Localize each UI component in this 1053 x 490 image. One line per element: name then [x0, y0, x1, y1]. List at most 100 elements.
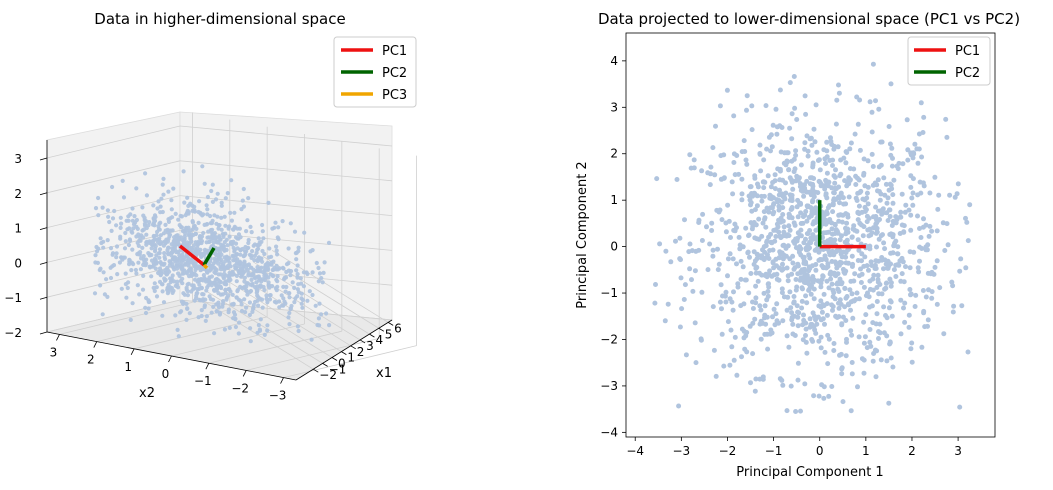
scatter-point-3d [299, 301, 304, 306]
scatter-point-3d [179, 309, 184, 314]
scatter-point-3d [172, 279, 177, 284]
scatter-point [757, 142, 763, 148]
scatter-point-3d [205, 278, 211, 283]
scatter-point [763, 224, 769, 230]
scatter-point-3d [234, 295, 239, 300]
scatter-point-3d [187, 311, 192, 316]
scatter-point [869, 129, 875, 135]
scatter-point-3d [228, 277, 233, 282]
x-axis-label-2d: Principal Component 1 [736, 465, 883, 480]
scatter-point [777, 168, 783, 174]
scatter-point-3d [282, 275, 287, 280]
scatter-point-3d [213, 277, 218, 282]
scatter-point-3d [204, 203, 209, 208]
scatter-point [910, 155, 916, 161]
scatter-point [789, 310, 795, 316]
scatter-point [758, 307, 764, 313]
scatter-point-3d [295, 272, 300, 277]
scatter-point [877, 282, 883, 287]
scatter-point-3d [228, 210, 233, 215]
scatter-point [810, 236, 816, 242]
scatter-point-3d [181, 301, 186, 306]
scatter-point [746, 290, 752, 296]
scatter-point-3d [254, 250, 259, 255]
scatter-point-3d [255, 265, 260, 270]
scatter-point-3d [146, 299, 151, 305]
scatter-point [759, 198, 765, 204]
scatter-point-3d [124, 295, 129, 300]
scatter-point [898, 257, 904, 263]
scatter-point [838, 251, 844, 257]
scatter-point-3d [121, 255, 126, 260]
scatter-point [909, 359, 915, 365]
scatter-point [784, 233, 790, 239]
scatter-point [746, 193, 752, 199]
scatter-point [945, 242, 951, 248]
y-tick-label: 3 [610, 100, 618, 114]
scatter-point [753, 300, 759, 306]
scatter-point [760, 374, 766, 380]
scatter-point-3d [188, 267, 193, 272]
scatter-point [874, 299, 880, 304]
scatter-point-3d [271, 259, 276, 264]
scatter-point [748, 271, 754, 276]
scatter-point-3d [169, 276, 174, 281]
scatter-point [654, 176, 660, 182]
scatter-point [830, 294, 836, 300]
scatter-point [803, 259, 809, 265]
scatter-point-3d [165, 265, 170, 270]
scatter-point [864, 190, 870, 196]
scatter-point [721, 363, 727, 369]
scatter-point-3d [158, 233, 163, 238]
scatter-point-3d [156, 251, 161, 256]
legend-3d-pc2-label: PC2 [382, 66, 407, 81]
scatter-point-3d [195, 290, 200, 296]
scatter-point [753, 222, 759, 228]
y-axis-label-2d: Principal Component 2 [575, 161, 590, 308]
scatter-point [921, 114, 927, 120]
scatter-point [761, 157, 767, 163]
scatter-point [954, 191, 960, 197]
scatter-point [727, 362, 733, 368]
scatter-point [816, 257, 822, 263]
scatter-point [710, 145, 716, 151]
scatter-point-3d [177, 256, 182, 261]
scatter-point [790, 321, 796, 327]
scatter-point [842, 239, 848, 245]
scatter-point-3d [144, 240, 149, 245]
scatter-point [941, 331, 947, 337]
scatter-point-3d [158, 204, 163, 209]
scatter-point [865, 158, 871, 164]
scatter-point [810, 338, 816, 344]
scatter-point-3d [284, 269, 289, 275]
scatter-point-3d [239, 207, 244, 212]
scatter-point [831, 348, 837, 353]
scatter-point [791, 294, 797, 299]
scatter-point [853, 297, 859, 302]
scatter-point [705, 267, 711, 273]
scatter-point [876, 236, 882, 242]
scatter-point [750, 351, 756, 357]
scatter-point [682, 217, 687, 223]
scatter-point [794, 303, 800, 309]
scatter-point [730, 191, 736, 197]
scatter-point [803, 188, 809, 194]
scatter-point [897, 214, 903, 220]
scatter-point-3d [140, 245, 145, 250]
scatter-point [836, 314, 842, 320]
scatter-point [879, 211, 885, 217]
scatter-point [893, 214, 899, 220]
scatter-point [768, 184, 774, 190]
scatter-point-3d [242, 260, 247, 265]
scatter-point [742, 346, 748, 352]
scatter-point-3d [106, 214, 111, 219]
scatter-point [881, 304, 887, 310]
scatter-point-3d [210, 199, 215, 204]
scatter-point [757, 151, 763, 156]
scatter-point [735, 284, 741, 290]
scatter-point-3d [287, 322, 292, 327]
scatter-point [836, 305, 842, 311]
scatter-point-3d [218, 237, 223, 242]
scatter-point [934, 228, 940, 234]
scatter-point-3d [262, 287, 267, 293]
